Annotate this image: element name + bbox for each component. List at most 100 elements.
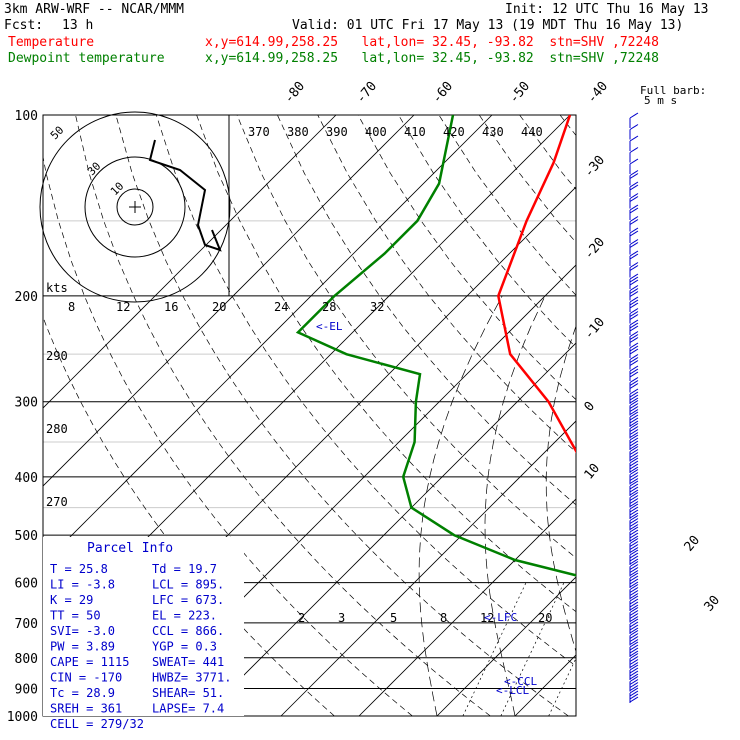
wind-barb-flag [629, 690, 639, 697]
wind-barb-flag [629, 532, 639, 539]
dry-adiabat [478, 115, 576, 243]
wind-barb-flag [629, 411, 639, 418]
wind-barb-flag [629, 624, 639, 631]
parcel-field: PW = 3.89 [50, 640, 115, 654]
wind-barb-flag [629, 662, 639, 668]
pressure-tick-label: 500 [15, 529, 38, 544]
dry-adiabat [722, 115, 740, 716]
wind-barb-flag [629, 403, 639, 409]
dry-adiabat [357, 115, 576, 401]
wind-barb-flag [629, 391, 639, 398]
isotherm-label-right: 0 [582, 399, 599, 415]
wind-barb-flag [629, 288, 639, 294]
wind-barb-flag [629, 495, 639, 501]
hodograph-ring [116, 188, 154, 226]
wind-barb-flag [629, 371, 639, 378]
dry-adiabat [43, 316, 335, 716]
theta-e-label: 430 [482, 125, 504, 139]
wind-barb-flag [629, 406, 639, 412]
barb-legend-units: 5 m s [644, 94, 677, 107]
wind-barb-flag [629, 423, 639, 429]
wind-barb-flag [629, 193, 639, 199]
speed-axis-title: kts [46, 281, 68, 295]
hodograph-trace [148, 139, 222, 252]
speed-axis-tick: 32 [370, 300, 384, 314]
dry-adiabat [438, 115, 576, 296]
wind-barb-flag [629, 437, 639, 444]
speed-axis-tick: 12 [116, 300, 130, 314]
mixing-ratio-label: 12 [480, 611, 494, 625]
wind-barb-flag [629, 331, 639, 337]
wind-barb-flag [629, 472, 639, 478]
isotherm [202, 342, 576, 716]
parcel-field: SVI= -3.0 [50, 624, 115, 638]
forecast-label: Fcst: [4, 18, 44, 33]
wind-barb-flag [629, 296, 639, 303]
wind-barb-flag [629, 345, 639, 352]
wind-barb-flag [629, 636, 639, 642]
wind-barb-flag [629, 598, 639, 605]
parcel-field: Tc = 28.9 [50, 686, 115, 700]
wind-barb-flag [629, 561, 639, 567]
wind-barb-flag [629, 512, 639, 519]
isotherm [43, 115, 493, 565]
wind-barb-flag [629, 607, 639, 613]
barb-legend-title: Full barb: [640, 84, 706, 97]
wind-barb-flag [629, 509, 639, 516]
plot-frame [42, 114, 577, 717]
wind-barb-flag [629, 564, 639, 570]
isotherm-label-top: -50 [507, 79, 534, 107]
dry-adiabat [559, 115, 576, 137]
wind-barb-flag [629, 526, 639, 533]
wind-barb-flag [629, 670, 639, 677]
lcl-marker: <-LCL [496, 684, 529, 697]
parcel-field: T = 25.8 [50, 562, 108, 576]
wind-barb-flag [629, 285, 639, 291]
wind-barb-flag [629, 664, 639, 671]
mixing-ratio-line [548, 657, 576, 716]
wind-barb-flag [629, 621, 639, 628]
isotherm-label-right: -30 [582, 153, 609, 181]
wind-barb-flag [629, 572, 639, 579]
parcel-field: LCL = 895. [152, 578, 224, 592]
theta-e-label: 390 [326, 125, 348, 139]
parcel-panel [43, 537, 244, 716]
wind-barb-flag [629, 204, 639, 211]
wind-barb-flag [629, 521, 639, 527]
wind-barb-flag [629, 570, 639, 576]
parcel-field: TT = 50 [50, 609, 101, 623]
wind-barb-flag [629, 685, 639, 691]
wind-barb-flag [629, 584, 639, 590]
wind-barb-flag [629, 455, 639, 461]
isotherm-label-top: -80 [282, 79, 309, 107]
wind-barb-flag [629, 503, 639, 510]
ccl-marker: <-CCL [504, 675, 537, 688]
wind-barb-flag [629, 492, 639, 498]
wind-barb-flag [629, 322, 639, 329]
theta-e-label: 420 [443, 125, 465, 139]
wind-barb-flag [629, 242, 639, 248]
wind-barb-flag [629, 337, 639, 343]
wind-barb-flag [629, 265, 639, 271]
wind-barb-flag [629, 555, 639, 562]
wind-barb-flag [629, 383, 639, 389]
wind-barb-flag [629, 552, 639, 559]
parcel-field: CELL = 279/32 [50, 717, 144, 731]
isotherm [43, 115, 415, 487]
pressure-tick-label: 300 [15, 396, 38, 411]
wind-barb-flag [629, 417, 639, 424]
el-marker: <-EL [316, 320, 343, 333]
isotherm [43, 115, 337, 409]
wind-barb-flag [629, 538, 639, 544]
isotherm [671, 115, 740, 716]
pressure-tick-label: 600 [15, 577, 38, 592]
wind-barb-flag [629, 400, 639, 406]
wind-barb-flag [629, 595, 639, 602]
parcel-field: EL = 223. [152, 609, 217, 623]
hodograph-ring-label: 50 [48, 124, 67, 143]
wind-barb-flag [629, 518, 639, 524]
wind-barb-flag [629, 342, 639, 349]
wind-barb-flag [629, 687, 639, 694]
